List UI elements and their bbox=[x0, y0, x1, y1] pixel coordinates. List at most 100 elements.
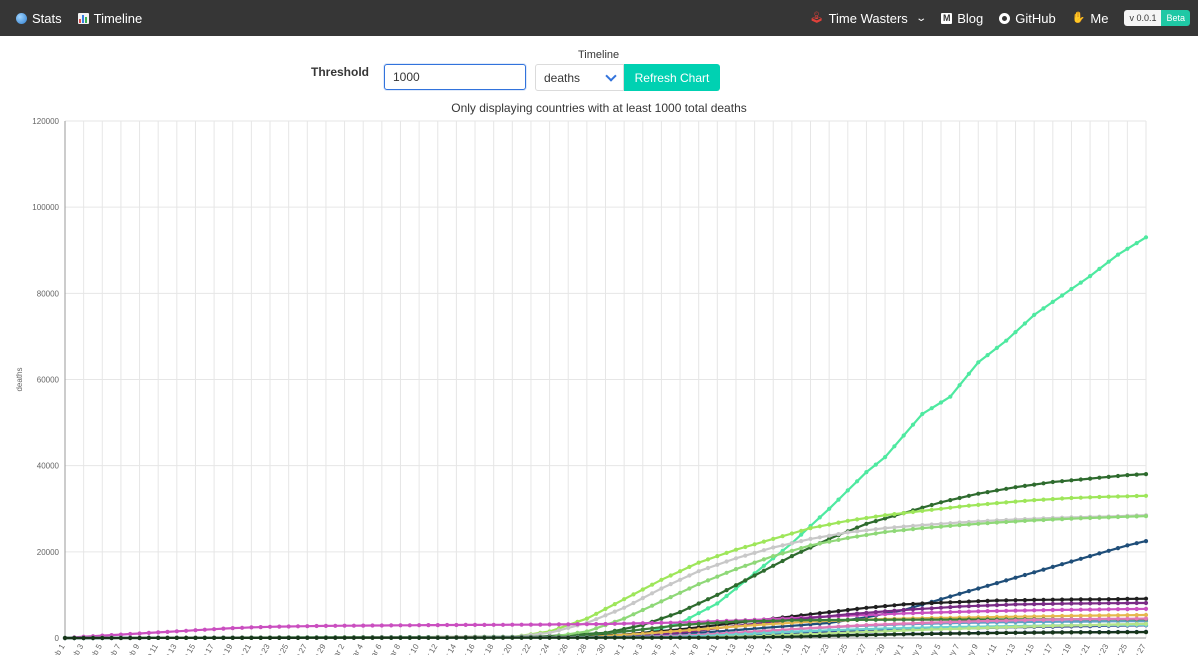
series-point-17 bbox=[957, 631, 962, 636]
series-point-4 bbox=[1060, 517, 1065, 522]
series-point-17 bbox=[687, 635, 692, 640]
series-point-11 bbox=[808, 618, 813, 623]
x-tick-label: Feb 17 bbox=[196, 642, 217, 655]
series-point-3 bbox=[910, 523, 916, 528]
series-point-7 bbox=[128, 631, 133, 637]
series-point-2 bbox=[892, 512, 897, 517]
series-point-15 bbox=[855, 627, 860, 632]
series-point-8 bbox=[864, 610, 869, 615]
refresh-chart-button[interactable]: Refresh Chart bbox=[624, 64, 720, 91]
x-tick-label: Mar 20 bbox=[494, 642, 515, 655]
series-point-3 bbox=[752, 550, 757, 555]
series-point-17 bbox=[612, 635, 617, 640]
x-tick-label: Apr 3 bbox=[627, 642, 645, 655]
series-point-6 bbox=[957, 599, 962, 605]
series-point-2 bbox=[1013, 499, 1018, 504]
series-point-6 bbox=[1022, 598, 1027, 603]
nav-time-wasters-dropdown[interactable]: 🕹 Time Wasters ⌄ bbox=[802, 0, 934, 36]
series-point-4 bbox=[752, 560, 757, 565]
series-point-12 bbox=[948, 620, 953, 625]
series-point-9 bbox=[771, 621, 776, 626]
series-point-6 bbox=[817, 611, 822, 616]
series-point-16 bbox=[1115, 622, 1121, 627]
series-point-9 bbox=[743, 623, 748, 628]
version-badge: v 0.0.1 bbox=[1124, 10, 1162, 26]
nav-timeline[interactable]: Timeline bbox=[70, 0, 151, 36]
series-point-8 bbox=[901, 607, 906, 613]
series-point-7 bbox=[547, 622, 552, 627]
series-point-17 bbox=[724, 635, 729, 640]
series-point-8 bbox=[920, 606, 925, 611]
series-point-4 bbox=[761, 557, 767, 562]
nav-time-wasters-label: Time Wasters bbox=[828, 10, 908, 26]
series-point-16 bbox=[855, 630, 860, 635]
nav-me[interactable]: ✋ Me bbox=[1064, 0, 1117, 36]
series-point-9 bbox=[1097, 613, 1102, 618]
series-point-1 bbox=[780, 558, 785, 564]
series-point-4 bbox=[1069, 516, 1074, 521]
x-tick-label: May 15 bbox=[1015, 642, 1036, 655]
nav-stats[interactable]: Stats bbox=[8, 0, 70, 36]
x-tick-label: Feb 11 bbox=[140, 642, 160, 655]
x-tick-label: Apr 5 bbox=[646, 642, 664, 655]
series-point-7 bbox=[901, 611, 906, 616]
series-point-11 bbox=[799, 618, 804, 623]
series-point-3 bbox=[789, 541, 795, 546]
y-tick-label: 40000 bbox=[37, 462, 60, 471]
series-point-11 bbox=[659, 625, 664, 630]
series-point-5 bbox=[1115, 546, 1121, 551]
x-tick-label: Apr 15 bbox=[737, 642, 757, 655]
series-point-16 bbox=[1060, 623, 1065, 628]
series-point-8 bbox=[976, 603, 981, 608]
series-point-1 bbox=[761, 568, 767, 573]
navbar-right: 🕹 Time Wasters ⌄ M Blog GitHub ✋ Me v 0.… bbox=[802, 0, 1190, 36]
metric-select[interactable]: deaths bbox=[535, 64, 624, 91]
series-point-7 bbox=[426, 623, 431, 628]
series-point-12 bbox=[883, 622, 888, 627]
x-tick-label: Mar 14 bbox=[438, 642, 459, 655]
series-point-4 bbox=[650, 603, 655, 608]
series-point-11 bbox=[594, 632, 599, 637]
series-point-4 bbox=[1004, 519, 1009, 525]
series-point-17 bbox=[1115, 630, 1121, 635]
series-point-4 bbox=[892, 528, 897, 534]
series-point-7 bbox=[445, 622, 450, 628]
navbar: Stats Timeline 🕹 Time Wasters ⌄ M Blog G… bbox=[0, 0, 1198, 36]
series-point-16 bbox=[929, 627, 934, 632]
series-point-2 bbox=[827, 522, 832, 527]
nav-github[interactable]: GitHub bbox=[991, 0, 1063, 36]
series-point-2 bbox=[594, 611, 599, 616]
series-point-6 bbox=[1078, 597, 1083, 602]
series-point-11 bbox=[864, 617, 869, 622]
series-point-16 bbox=[1125, 622, 1130, 627]
series-point-3 bbox=[901, 524, 906, 529]
x-tick-label: Feb 13 bbox=[158, 642, 179, 655]
y-axis-label: deaths bbox=[15, 367, 24, 391]
series-point-16 bbox=[957, 626, 962, 631]
series-point-17 bbox=[827, 633, 832, 638]
series-point-17 bbox=[864, 633, 869, 638]
series-point-2 bbox=[687, 564, 692, 569]
nav-blog[interactable]: M Blog bbox=[933, 0, 991, 36]
series-point-17 bbox=[752, 635, 757, 640]
x-tick-label: May 19 bbox=[1052, 642, 1073, 655]
x-tick-label: Feb 9 bbox=[123, 642, 141, 655]
series-point-2 bbox=[836, 520, 841, 525]
series-point-15 bbox=[808, 629, 813, 634]
series-point-3 bbox=[631, 600, 636, 606]
series-point-9 bbox=[1050, 614, 1055, 619]
series-point-3 bbox=[696, 569, 701, 574]
series-point-2 bbox=[1060, 496, 1065, 501]
series-point-12 bbox=[1088, 616, 1093, 622]
series-point-16 bbox=[1097, 622, 1102, 627]
series-point-0 bbox=[976, 360, 981, 365]
x-tick-label: Mar 12 bbox=[419, 642, 440, 655]
threshold-input[interactable] bbox=[384, 64, 526, 90]
series-point-3 bbox=[659, 586, 664, 591]
series-point-9 bbox=[1078, 613, 1083, 618]
series-point-1 bbox=[705, 597, 711, 602]
x-tick-label: Apr 29 bbox=[867, 642, 887, 655]
series-point-0 bbox=[966, 371, 972, 376]
series-point-6 bbox=[864, 605, 869, 610]
series-point-16 bbox=[938, 627, 944, 632]
